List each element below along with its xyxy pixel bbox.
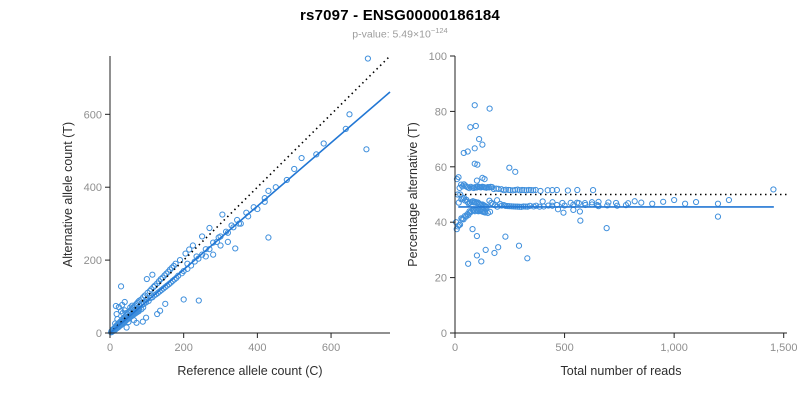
figure-title: rs7097 - ENSG00000186184 [300, 7, 500, 24]
svg-text:0: 0 [107, 342, 113, 354]
svg-text:400: 400 [84, 182, 102, 194]
pvalue-exponent: −124 [430, 26, 448, 35]
svg-text:40: 40 [435, 217, 447, 229]
svg-text:80: 80 [435, 106, 447, 118]
svg-text:1,500: 1,500 [770, 342, 798, 354]
svg-text:Total number of reads: Total number of reads [561, 364, 682, 378]
svg-text:0: 0 [96, 328, 102, 340]
pvalue-text: p-value: 5.49×10 [352, 28, 431, 41]
svg-text:200: 200 [84, 255, 102, 267]
charts-row: 0 200 400 600 0 200 400 600 Reference allele cou… [0, 41, 800, 401]
svg-text:500: 500 [555, 342, 573, 354]
svg-text:20: 20 [435, 272, 447, 284]
percentage-vs-reads-scatter-plot: 0 500 1,000 1,500 0 20 40 60 80 100 Total number o… [406, 51, 798, 378]
svg-text:60: 60 [435, 161, 447, 173]
svg-text:600: 600 [322, 342, 340, 354]
svg-text:0: 0 [441, 328, 447, 340]
svg-text:Percentage alternative (T): Percentage alternative (T) [406, 122, 420, 267]
svg-text:Reference allele count (C): Reference allele count (C) [177, 364, 322, 378]
svg-text:0: 0 [452, 342, 458, 354]
svg-text:Alternative allele count (T): Alternative allele count (T) [61, 121, 75, 266]
svg-text:600: 600 [84, 109, 102, 121]
figure-subtitle: p-value: 5.49×10−124 [0, 26, 800, 41]
svg-text:400: 400 [248, 342, 266, 354]
svg-text:1,000: 1,000 [660, 342, 688, 354]
svg-text:100: 100 [429, 51, 447, 63]
svg-text:200: 200 [175, 342, 193, 354]
